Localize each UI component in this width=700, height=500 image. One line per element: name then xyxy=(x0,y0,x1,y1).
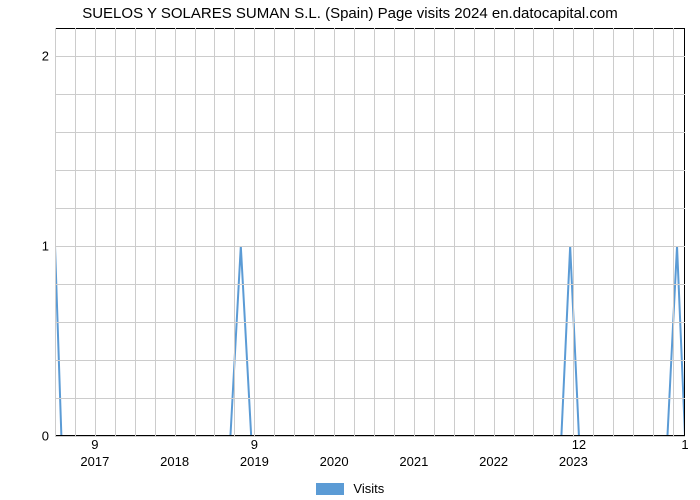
grid-line-vertical xyxy=(254,28,255,436)
grid-line-vertical xyxy=(673,28,674,436)
grid-line-vertical xyxy=(553,28,554,436)
grid-line-vertical xyxy=(354,28,355,436)
legend: Visits xyxy=(0,480,700,496)
grid-line-vertical xyxy=(234,28,235,436)
grid-line-vertical xyxy=(334,28,335,436)
grid-line-vertical xyxy=(653,28,654,436)
grid-line-vertical xyxy=(115,28,116,436)
grid-line-horizontal xyxy=(55,94,685,95)
x-tick-label: 2022 xyxy=(479,454,508,469)
grid-line-horizontal xyxy=(55,170,685,171)
data-point-label: 12 xyxy=(572,437,586,452)
grid-line-vertical xyxy=(274,28,275,436)
grid-line-horizontal xyxy=(55,56,685,57)
legend-label: Visits xyxy=(353,481,384,496)
data-point-label: 1 xyxy=(681,437,688,452)
x-tick-label: 2019 xyxy=(240,454,269,469)
x-tick-label: 2018 xyxy=(160,454,189,469)
grid-line-horizontal xyxy=(55,360,685,361)
grid-line-vertical xyxy=(494,28,495,436)
grid-line-vertical xyxy=(55,28,56,436)
grid-line-vertical xyxy=(374,28,375,436)
x-tick-label: 2020 xyxy=(320,454,349,469)
grid-line-horizontal xyxy=(55,284,685,285)
data-point-label: 9 xyxy=(251,437,258,452)
grid-line-vertical xyxy=(394,28,395,436)
grid-line-vertical xyxy=(314,28,315,436)
grid-line-vertical xyxy=(75,28,76,436)
grid-line-horizontal xyxy=(55,322,685,323)
grid-line-horizontal xyxy=(55,436,685,437)
grid-line-vertical xyxy=(573,28,574,436)
visits-line xyxy=(55,28,685,436)
chart-title: SUELOS Y SOLARES SUMAN S.L. (Spain) Page… xyxy=(0,5,700,22)
grid-line-vertical xyxy=(135,28,136,436)
x-tick-label: 2017 xyxy=(80,454,109,469)
y-tick-label: 0 xyxy=(42,429,49,444)
chart-container: SUELOS Y SOLARES SUMAN S.L. (Spain) Page… xyxy=(0,0,700,500)
grid-line-vertical xyxy=(593,28,594,436)
x-tick-label: 2023 xyxy=(559,454,588,469)
grid-line-vertical xyxy=(533,28,534,436)
grid-line-vertical xyxy=(454,28,455,436)
grid-line-vertical xyxy=(175,28,176,436)
grid-line-horizontal xyxy=(55,132,685,133)
grid-line-vertical xyxy=(95,28,96,436)
grid-line-vertical xyxy=(294,28,295,436)
x-tick-label: 2021 xyxy=(399,454,428,469)
grid-line-vertical xyxy=(195,28,196,436)
legend-swatch xyxy=(316,483,344,495)
grid-line-vertical xyxy=(155,28,156,436)
grid-line-vertical xyxy=(633,28,634,436)
grid-line-horizontal xyxy=(55,208,685,209)
y-tick-label: 1 xyxy=(42,239,49,254)
grid-line-horizontal xyxy=(55,398,685,399)
grid-line-horizontal xyxy=(55,246,685,247)
grid-line-vertical xyxy=(434,28,435,436)
grid-line-vertical xyxy=(474,28,475,436)
data-point-label: 9 xyxy=(91,437,98,452)
axis-border xyxy=(55,28,685,436)
plot-area: 012201720182019202020212022202399121 xyxy=(55,28,685,436)
grid-line-vertical xyxy=(414,28,415,436)
y-tick-label: 2 xyxy=(42,49,49,64)
grid-line-vertical xyxy=(613,28,614,436)
grid-line-vertical xyxy=(514,28,515,436)
grid-line-vertical xyxy=(214,28,215,436)
